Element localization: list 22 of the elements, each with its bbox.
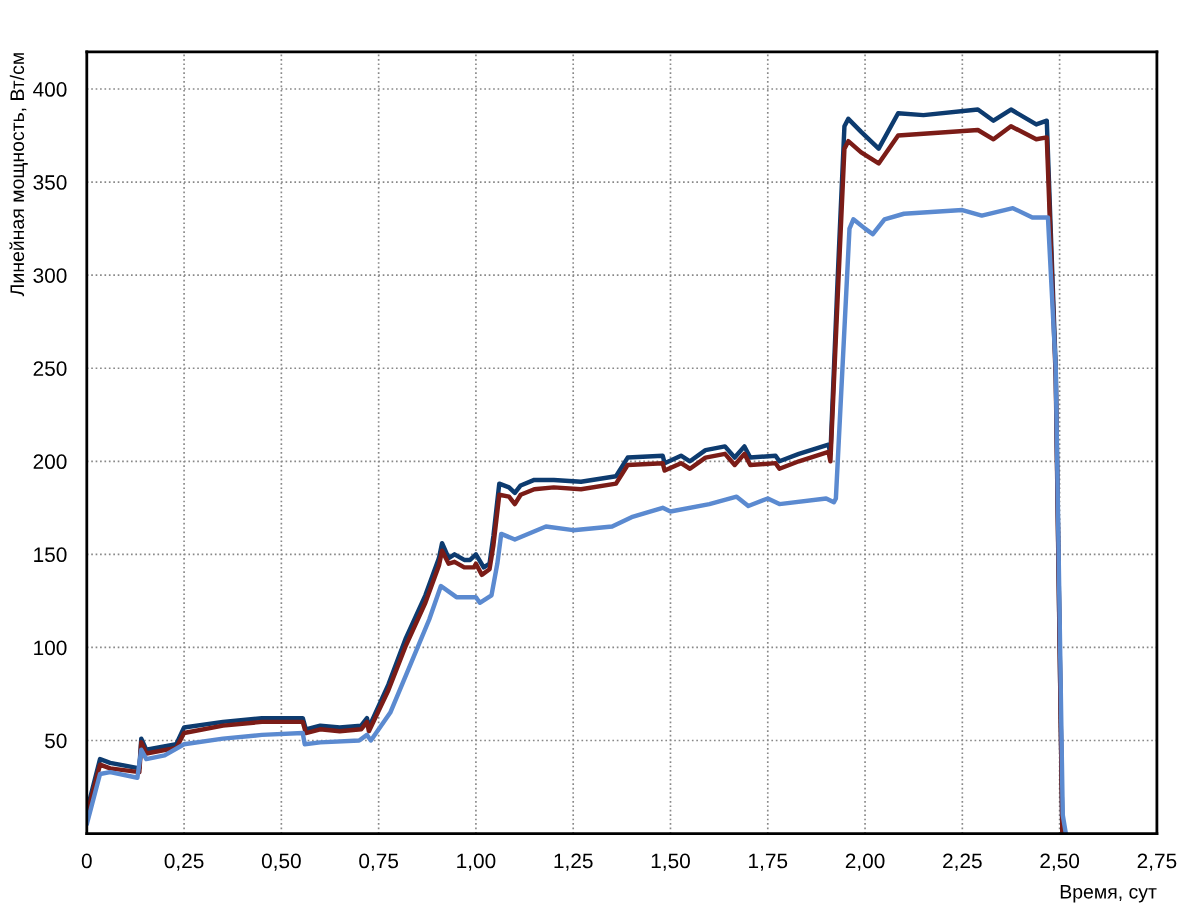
y-tick-label: 250	[33, 361, 67, 376]
y-tick-label: 200	[33, 454, 67, 470]
x-tick-label: 0,50	[261, 853, 301, 871]
x-axis-title: Время, сут	[1060, 885, 1157, 903]
y-tick-label: 400	[33, 82, 67, 97]
x-tick-label: 1,25	[554, 853, 593, 871]
x-tick-label: 1,00	[457, 853, 496, 871]
y-tick-label: 350	[33, 175, 67, 190]
y-tick-label: 150	[34, 547, 67, 563]
y-axis-title: Линейная мощность, Вт/см	[9, 53, 28, 297]
x-tick-label: 0,75	[359, 853, 399, 871]
x-tick-label: 0,25	[164, 853, 204, 871]
y-tick-label: 50	[45, 733, 67, 749]
y-tick-label: 300	[33, 268, 67, 283]
x-tick-label: 2,00	[845, 853, 885, 871]
x-tick-label: 2,75	[1137, 853, 1177, 871]
x-tick-label: 1,75	[749, 853, 788, 871]
x-tick-label: 0	[81, 853, 92, 869]
y-tick-label: 100	[34, 640, 67, 656]
x-tick-label: 1,50	[651, 853, 690, 871]
x-tick-label: 2,50	[1040, 853, 1080, 871]
x-tick-label: 2,25	[943, 853, 982, 871]
